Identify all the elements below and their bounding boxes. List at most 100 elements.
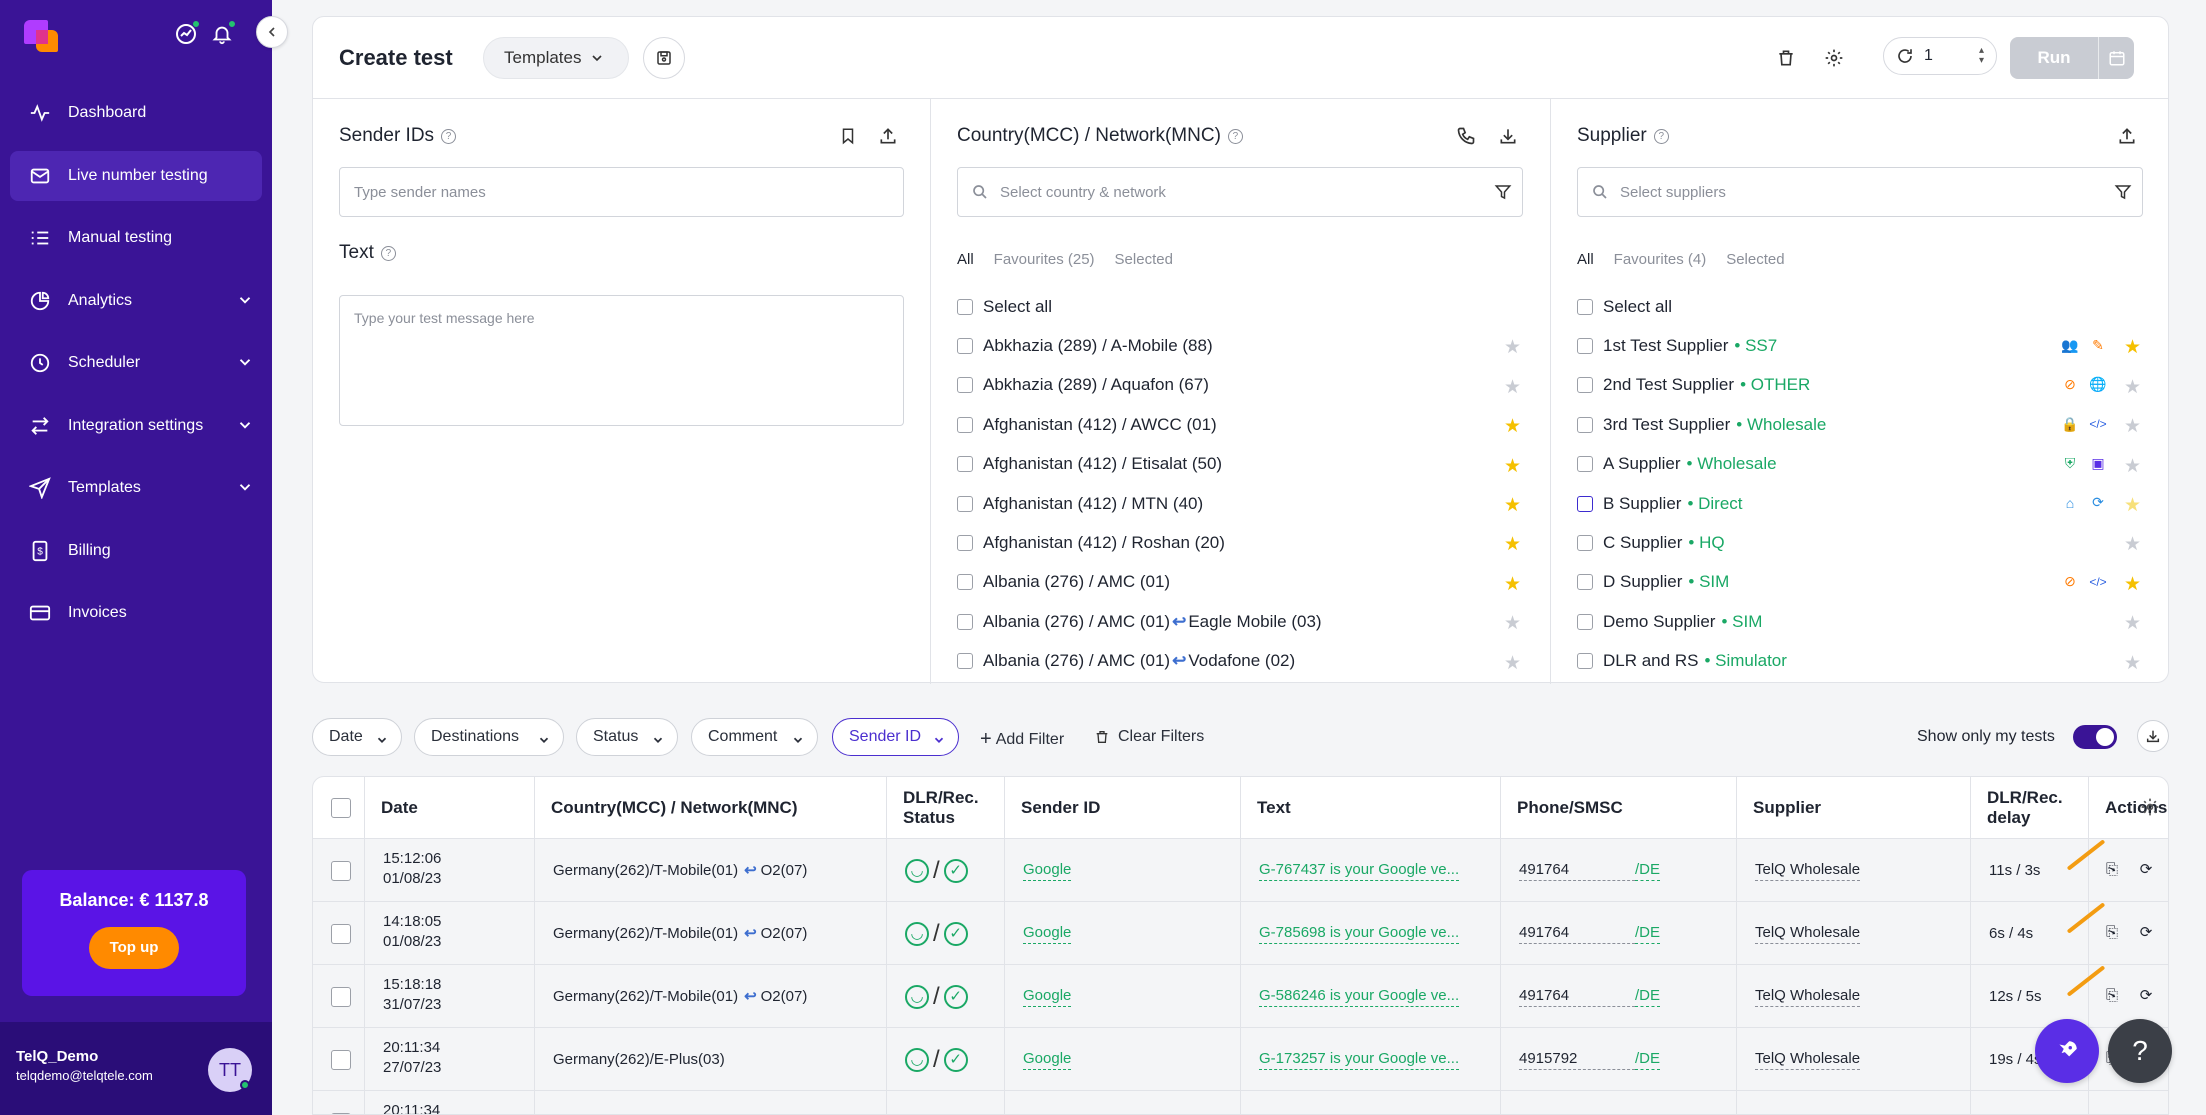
star-icon[interactable]: ★: [1503, 416, 1521, 438]
message-textarea[interactable]: Type your test message here: [339, 295, 904, 426]
table-row[interactable]: 14:18:05 01/08/23 Germany(262)/T-Mobile(01…: [313, 902, 2168, 965]
filter-icon[interactable]: [2114, 183, 2132, 201]
phone-icon[interactable]: [1455, 125, 1477, 147]
row-checkbox[interactable]: [313, 839, 365, 902]
help-icon[interactable]: ?: [1227, 128, 1243, 144]
more-icon[interactable]: ⋮: [2163, 861, 2169, 879]
star-icon[interactable]: ★: [2123, 613, 2141, 635]
star-icon[interactable]: ★: [1503, 573, 1521, 595]
help-icon[interactable]: ?: [1653, 128, 1669, 144]
select-all-row[interactable]: Select all: [1577, 287, 2145, 326]
star-icon[interactable]: ★: [2123, 573, 2141, 595]
collapse-sidebar-button[interactable]: [256, 16, 288, 48]
checkbox[interactable]: [957, 535, 973, 552]
copy-icon[interactable]: ⎘: [2105, 861, 2118, 878]
cell-sender[interactable]: Google: [1005, 902, 1241, 965]
cell-sender[interactable]: Google: [1005, 965, 1241, 1028]
smsc-link[interactable]: /DE: [1635, 986, 1661, 1007]
supplier-search-input[interactable]: Select suppliers: [1577, 167, 2143, 217]
list-item[interactable]: Abkhazia (289) / A-Mobile (88) ★: [957, 326, 1525, 365]
message-text-link[interactable]: G-767437 is your Google ve...: [1259, 860, 1460, 881]
list-item[interactable]: 2nd Test Supplier • OTHER ⊘ 🌐 ★: [1577, 366, 2145, 405]
star-icon[interactable]: ★: [2123, 337, 2141, 359]
row-checkbox[interactable]: [313, 1091, 365, 1114]
star-icon[interactable]: ★: [2123, 376, 2141, 398]
cell-text[interactable]: G-785698 is your Google ve...: [1241, 902, 1501, 965]
checkbox[interactable]: [1577, 653, 1593, 670]
cell-text[interactable]: G-767437 is your Google ve...: [1241, 839, 1501, 902]
list-item[interactable]: B Supplier • Direct ⌂ ⟳ ★: [1577, 484, 2145, 523]
message-text-link[interactable]: G-785698 is your Google ve...: [1259, 923, 1460, 944]
sidebar-item-billing[interactable]: $ Billing: [10, 526, 262, 576]
bell-icon[interactable]: [208, 20, 236, 48]
sidebar-item-templates[interactable]: Templates: [10, 463, 262, 513]
checkbox[interactable]: [957, 613, 973, 630]
sidebar-item-scheduler[interactable]: Scheduler: [10, 338, 262, 388]
calendar-icon[interactable]: [2099, 49, 2134, 67]
cell-phone[interactable]: 491764/DE: [1501, 839, 1737, 902]
retry-icon[interactable]: ⟳: [2139, 987, 2153, 1004]
table-row[interactable]: 15:18:18 31/07/23 Germany(262)/T-Mobile(01…: [313, 965, 2168, 1028]
sender-names-input[interactable]: Type sender names: [339, 167, 904, 217]
checkbox[interactable]: [1577, 613, 1593, 630]
rocket-button[interactable]: [2035, 1019, 2099, 1083]
list-item[interactable]: Afghanistan (412) / AWCC (01) ★: [957, 405, 1525, 444]
star-icon[interactable]: ★: [2123, 416, 2141, 438]
list-item[interactable]: Demo Supplier • SIM ★: [1577, 602, 2145, 641]
upload-icon[interactable]: [2116, 125, 2138, 147]
tab-all[interactable]: All: [957, 251, 974, 268]
list-item[interactable]: 3rd Test Supplier • Wholesale 🔒 </> ★: [1577, 405, 2145, 444]
table-row[interactable]: 20:11:34: [313, 1091, 2168, 1114]
star-icon[interactable]: ★: [2123, 652, 2141, 674]
more-icon[interactable]: ⋮: [2163, 924, 2169, 942]
checkbox[interactable]: [1577, 495, 1593, 512]
list-item[interactable]: Albania (276) / AMC (01) ★: [957, 563, 1525, 602]
checkbox[interactable]: [957, 653, 973, 670]
upload-icon[interactable]: [877, 125, 899, 147]
cell-sender[interactable]: Google: [1005, 1028, 1241, 1091]
star-icon[interactable]: ★: [1503, 455, 1521, 477]
list-item[interactable]: 1st Test Supplier • SS7 👥 ✎ ★: [1577, 326, 2145, 365]
tab-favourites[interactable]: Favourites (4): [1613, 251, 1707, 268]
star-icon[interactable]: ★: [2123, 534, 2141, 556]
topup-button[interactable]: Top up: [89, 927, 179, 969]
help-icon[interactable]: ?: [441, 128, 457, 144]
star-icon[interactable]: ★: [1503, 337, 1521, 359]
list-item[interactable]: Albania (276) / AMC (01) ↩ Vodafone (02) ★: [957, 642, 1525, 681]
cell-phone[interactable]: 4915792/DE: [1501, 1028, 1737, 1091]
checkbox[interactable]: [957, 574, 973, 591]
list-item[interactable]: Afghanistan (412) / Etisalat (50) ★: [957, 445, 1525, 484]
tab-favourites[interactable]: Favourites (25): [993, 251, 1095, 268]
star-icon[interactable]: ★: [1503, 494, 1521, 516]
phone-number[interactable]: 4915792: [1519, 1049, 1635, 1070]
list-item[interactable]: C Supplier • HQ ★: [1577, 523, 2145, 562]
list-item[interactable]: A Supplier • Wholesale ⛨ ▣ ★: [1577, 445, 2145, 484]
sidebar-item-live-number-testing[interactable]: Live number testing: [10, 150, 262, 201]
checkbox[interactable]: [1577, 535, 1593, 552]
cell-phone[interactable]: 491764/DE: [1501, 902, 1737, 965]
row-checkbox[interactable]: [313, 902, 365, 965]
telq-logo[interactable]: [24, 20, 60, 52]
smsc-link[interactable]: /DE: [1635, 1049, 1661, 1070]
cell-text[interactable]: [1241, 1091, 1501, 1114]
checkbox[interactable]: [1577, 416, 1593, 433]
list-item[interactable]: Afghanistan (412) / MTN (40) ★: [957, 484, 1525, 523]
sender-link[interactable]: Google: [1023, 860, 1072, 881]
checkbox[interactable]: [957, 495, 973, 512]
list-item[interactable]: Abkhazia (289) / Aquafon (67) ★: [957, 366, 1525, 405]
cell-phone[interactable]: 491764/DE: [1501, 965, 1737, 1028]
checkbox[interactable]: [957, 416, 973, 433]
checkbox[interactable]: [957, 377, 973, 394]
help-icon[interactable]: ?: [380, 245, 396, 261]
cell-sender[interactable]: [1005, 1091, 1241, 1114]
bookmark-icon[interactable]: [837, 125, 859, 147]
row-checkbox[interactable]: [313, 1028, 365, 1091]
sidebar-item-integration-settings[interactable]: Integration settings: [10, 401, 262, 451]
table-row[interactable]: 20:11:34 27/07/23 Germany(262)/E-Plus(03) ◡…: [313, 1028, 2168, 1091]
retry-icon[interactable]: ⟳: [2139, 861, 2153, 878]
checkbox[interactable]: [957, 456, 973, 473]
checkbox[interactable]: [1577, 574, 1593, 591]
checkbox[interactable]: [957, 298, 973, 315]
sidebar-item-dashboard[interactable]: Dashboard: [10, 88, 262, 138]
checkbox[interactable]: [1577, 377, 1593, 394]
